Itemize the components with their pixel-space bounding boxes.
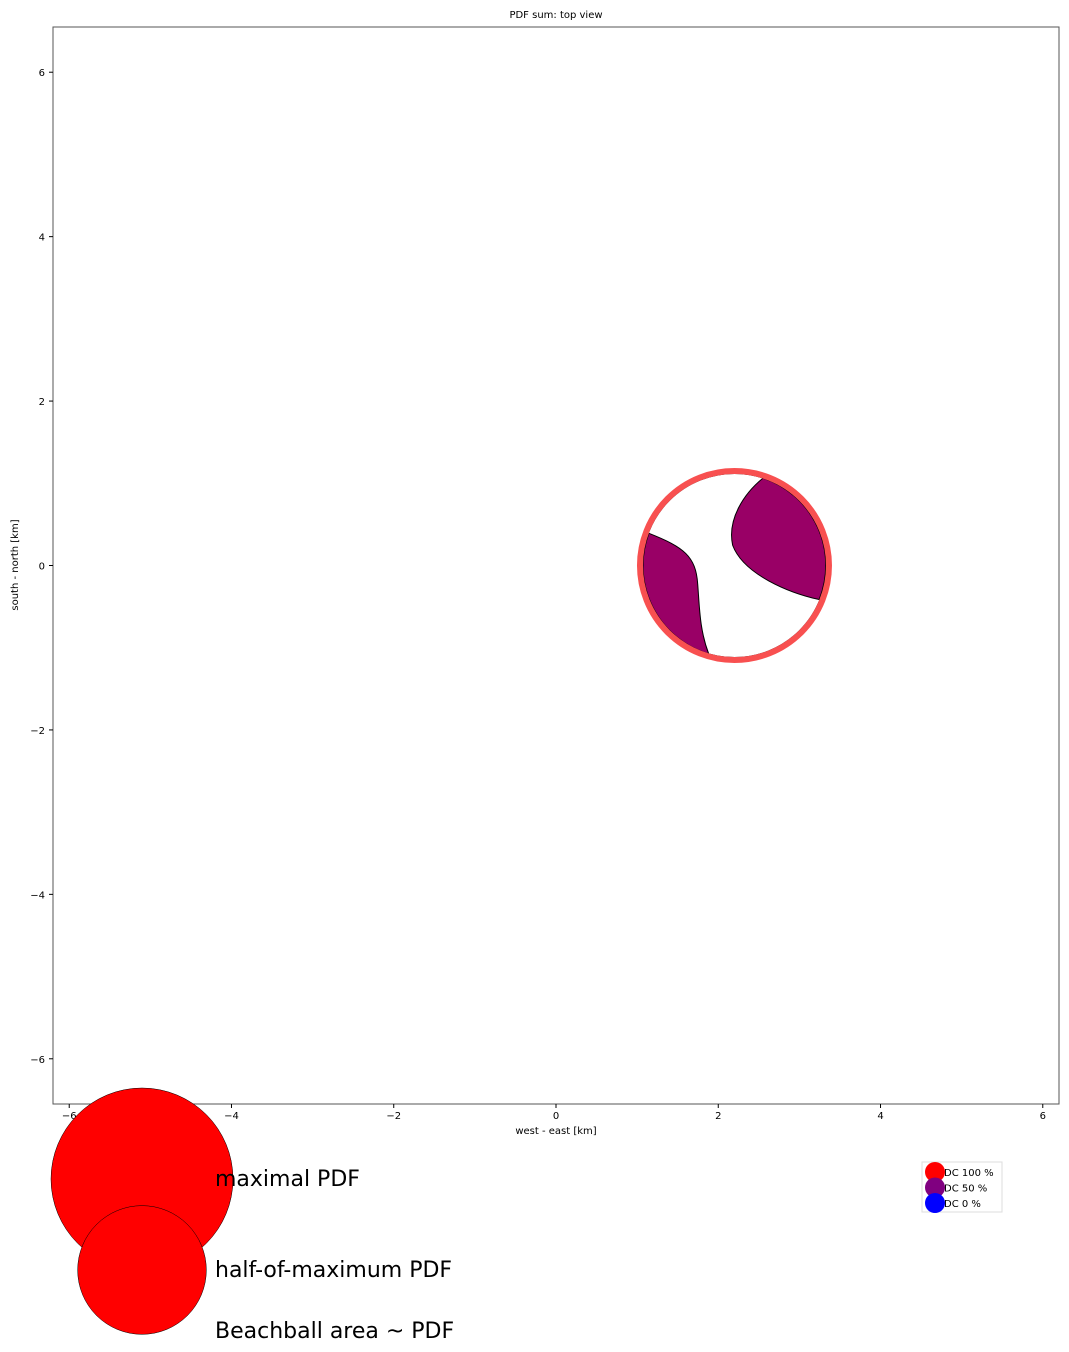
dc-legend-marker	[925, 1177, 945, 1198]
dc-legend-label: DC 0 %	[944, 1199, 981, 1210]
dc-legend: DC 100 % DC 50 % DC 0 %	[921, 1161, 1003, 1213]
dc-legend-marker	[925, 1193, 945, 1213]
plot-frame	[52, 26, 1060, 1105]
dc-legend-label: DC 50 %	[944, 1184, 987, 1195]
y-tick-label: 4	[39, 233, 45, 244]
beachball	[636, 468, 832, 663]
y-tick-label: 0	[39, 562, 45, 573]
axis-ticks: −6 −4 −2 0 2 4 6 −6 −4 −2 0 2 4 6	[30, 68, 1046, 1122]
x-tick-label: 4	[877, 1111, 883, 1122]
size-legend: maximal PDF half-of-maximum PDF Beachball …	[50, 1087, 454, 1344]
y-tick-label: 2	[39, 397, 45, 408]
size-legend-label: maximal PDF	[215, 1167, 360, 1192]
x-tick-label: −4	[224, 1111, 239, 1122]
size-legend-note: Beachball area ~ PDF	[215, 1319, 454, 1344]
size-legend-label: half-of-maximum PDF	[215, 1258, 452, 1283]
x-tick-label: 2	[715, 1111, 721, 1122]
beachball-lobe	[731, 477, 827, 601]
x-tick-label: 0	[553, 1111, 559, 1122]
beachball-dc-ring	[636, 468, 832, 663]
y-tick-label: −4	[30, 890, 45, 901]
x-tick-label: 6	[1040, 1111, 1046, 1122]
x-tick-label: −2	[386, 1111, 401, 1122]
y-tick-label: −6	[30, 1055, 45, 1066]
y-axis-label: south - north [km]	[10, 519, 21, 610]
dc-legend-marker	[925, 1162, 945, 1182]
y-tick-label: −2	[30, 726, 45, 737]
x-tick-label: −6	[62, 1111, 77, 1122]
beachball-layer	[636, 468, 832, 663]
dc-legend-label: DC 100 %	[944, 1168, 994, 1179]
chart-title: PDF sum: top view	[509, 10, 602, 21]
y-tick-label: 6	[39, 68, 45, 79]
size-legend-marker	[77, 1205, 207, 1335]
x-axis-label: west - east [km]	[515, 1126, 596, 1137]
